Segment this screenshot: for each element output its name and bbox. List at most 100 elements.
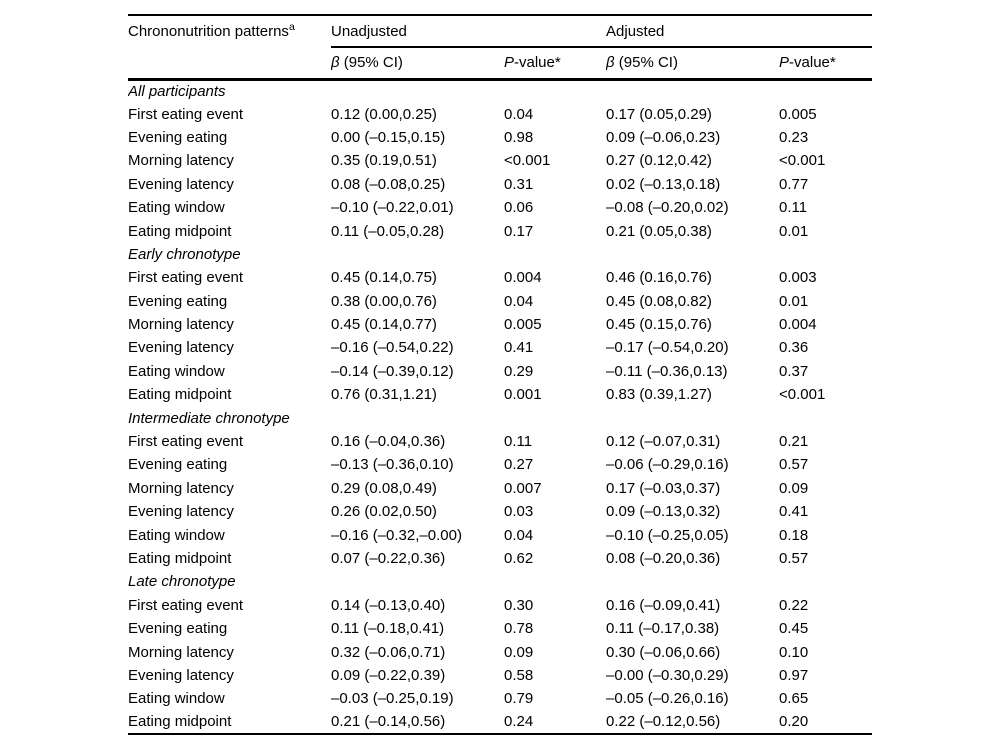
adjusted-beta-cell: –0.06 (–0.29,0.16) [606,456,729,474]
table-row: Eating midpoint 0.07 (–0.22,0.36) 0.62 0… [128,547,872,570]
section-label: Intermediate chronotype [128,409,290,427]
unadjusted-beta-cell: 0.45 (0.14,0.75) [331,269,437,287]
unadjusted-beta-cell: 0.16 (–0.04,0.36) [331,433,446,451]
adjusted-beta-cell: 0.08 (–0.20,0.36) [606,550,721,567]
adjusted-p-cell: 0.65 [779,690,809,708]
table-row: Eating midpoint 0.76 (0.31,1.21) 0.001 0… [128,383,872,406]
adjusted-beta-cell: 0.09 (–0.13,0.32) [606,503,721,521]
table-row: First eating event 0.12 (0.00,0.25) 0.04… [128,102,872,125]
table-row: Morning latency 0.32 (–0.06,0.71) 0.09 0… [128,640,872,663]
adjusted-p-cell: 0.10 [779,643,809,661]
unadjusted-p-cell: 0.78 [504,620,534,638]
beta-symbol: β [606,54,615,72]
unadjusted-beta-cell: 0.26 (0.02,0.50) [331,503,437,521]
unadjusted-p-cell: 0.04 [504,526,534,544]
row-label: Morning latency [128,479,234,497]
column-header-patterns: Chrononutrition patternsa [128,15,331,47]
unadjusted-beta-cell: 0.35 (0.19,0.51) [331,152,437,170]
table-row: Evening eating 0.38 (0.00,0.76) 0.04 0.4… [128,290,872,313]
unadjusted-beta-cell: 0.12 (0.00,0.25) [331,105,437,123]
unadjusted-beta-cell: 0.45 (0.14,0.77) [331,316,437,334]
unadjusted-beta-cell: –0.13 (–0.36,0.10) [331,456,454,474]
adjusted-p-cell: 0.11 [779,199,808,217]
column-header-patterns-label: Chrononutrition patterns [128,23,289,40]
adjusted-p-cell: 0.23 [779,128,809,146]
table-row: Eating window –0.14 (–0.39,0.12) 0.29 –0… [128,360,872,383]
row-label: Eating window [128,690,225,708]
unadjusted-beta-cell: 0.00 (–0.15,0.15) [331,128,446,146]
unadjusted-p-cell: 0.001 [504,386,542,404]
unadjusted-p-cell: <0.001 [504,152,551,170]
unadjusted-beta-cell: 0.21 (–0.14,0.56) [331,713,446,731]
row-label: Evening eating [128,620,228,638]
unadjusted-p-cell: 0.17 [504,222,534,240]
row-label: Eating window [128,199,225,217]
row-label: First eating event [128,596,244,614]
table-row: Evening latency –0.16 (–0.54,0.22) 0.41 … [128,336,872,359]
table-row: Morning latency 0.45 (0.14,0.77) 0.005 0… [128,313,872,336]
unadjusted-p-cell: 0.007 [504,479,542,497]
adjusted-beta-cell: –0.00 (–0.30,0.29) [606,666,729,684]
unadjusted-p-cell: 0.79 [504,690,534,708]
footnote-marker-a: a [288,21,295,33]
row-label: Evening latency [128,503,234,521]
adjusted-p-cell: 0.004 [779,316,817,334]
row-label: Evening eating [128,456,228,474]
table-row: First eating event 0.16 (–0.04,0.36) 0.1… [128,430,872,453]
table-row: Evening eating –0.13 (–0.36,0.10) 0.27 –… [128,453,872,476]
section-header-row: Late chronotype [128,570,872,593]
unadjusted-beta-cell: –0.16 (–0.32,–0.00) [331,526,462,544]
adjusted-p-cell: 0.57 [779,456,809,474]
p-symbol: P [504,54,515,72]
unadjusted-p-cell: 0.06 [504,199,534,217]
sub-header-adjusted-pvalue: P-value* [779,47,873,81]
adjusted-beta-cell: 0.21 (0.05,0.38) [606,222,712,240]
adjusted-beta-cell: –0.08 (–0.20,0.02) [606,199,729,217]
unadjusted-p-cell: 0.98 [504,128,534,146]
adjusted-p-cell: 0.37 [779,362,809,380]
adjusted-p-cell: 0.57 [779,550,809,567]
section-label: Late chronotype [128,573,236,591]
table-row: Evening latency 0.09 (–0.22,0.39) 0.58 –… [128,664,872,687]
unadjusted-beta-cell: 0.11 (–0.18,0.41) [331,620,445,638]
adjusted-beta-cell: –0.11 (–0.36,0.13) [606,362,728,380]
beta-ci-label: (95% CI) [339,54,403,72]
adjusted-p-cell: 0.21 [779,433,809,451]
sub-header-unadjusted-pvalue: P-value* [504,47,607,81]
section-header-row: All participants [128,79,872,102]
unadjusted-beta-cell: 0.29 (0.08,0.49) [331,479,437,497]
row-label: Eating midpoint [128,222,232,240]
table-row: Eating midpoint 0.21 (–0.14,0.56) 0.24 0… [128,711,872,734]
adjusted-beta-cell: 0.16 (–0.09,0.41) [606,596,721,614]
unadjusted-beta-cell: 0.76 (0.31,1.21) [331,386,437,404]
results-table-container: Chrononutrition patternsa Unadjusted Adj… [128,14,873,735]
adjusted-p-cell: 0.01 [779,292,809,310]
table-row: Morning latency 0.29 (0.08,0.49) 0.007 0… [128,477,872,500]
unadjusted-beta-cell: –0.03 (–0.25,0.19) [331,690,454,708]
adjusted-p-cell: 0.005 [779,105,817,123]
unadjusted-p-cell: 0.04 [504,105,534,123]
table-row: Evening eating 0.11 (–0.18,0.41) 0.78 0.… [128,617,872,640]
unadjusted-p-cell: 0.62 [504,550,534,567]
adjusted-beta-cell: –0.10 (–0.25,0.05) [606,526,729,544]
adjusted-beta-cell: 0.17 (–0.03,0.37) [606,479,721,497]
row-label: First eating event [128,269,244,287]
results-table: Chrononutrition patternsa Unadjusted Adj… [128,14,873,735]
row-label: Eating midpoint [128,386,232,404]
adjusted-beta-cell: 0.12 (–0.07,0.31) [606,433,721,451]
table-row: Eating window –0.10 (–0.22,0.01) 0.06 –0… [128,196,872,219]
table-row: First eating event 0.14 (–0.13,0.40) 0.3… [128,594,872,617]
row-label: Eating window [128,362,225,380]
unadjusted-p-cell: 0.005 [504,316,542,334]
p-value-label: -value* [789,54,836,72]
table-row: Morning latency 0.35 (0.19,0.51) <0.001 … [128,149,872,172]
unadjusted-beta-cell: 0.32 (–0.06,0.71) [331,643,446,661]
adjusted-beta-cell: –0.17 (–0.54,0.20) [606,339,729,357]
table-header: Chrononutrition patternsa Unadjusted Adj… [128,15,873,81]
adjusted-p-cell: 0.22 [779,596,809,614]
unadjusted-beta-cell: 0.38 (0.00,0.76) [331,292,437,310]
adjusted-beta-cell: 0.09 (–0.06,0.23) [606,128,721,146]
adjusted-p-cell: 0.36 [779,339,809,357]
group-header-unadjusted: Unadjusted [331,15,607,48]
adjusted-p-cell: <0.001 [779,386,826,404]
